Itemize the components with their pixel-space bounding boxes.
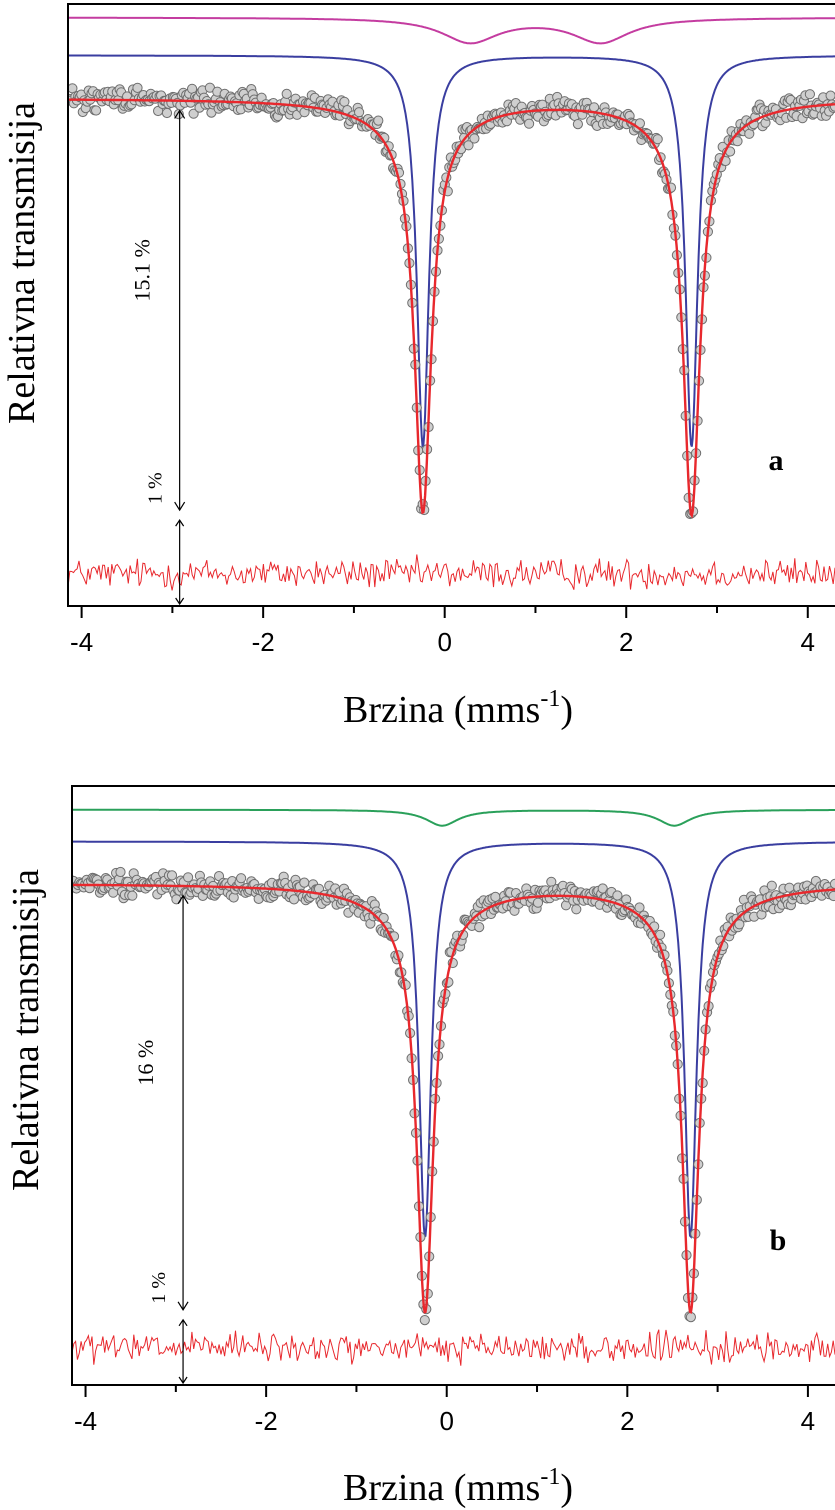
x-axis-label: Brzina (mms-1)	[343, 686, 573, 731]
plot-area	[72, 808, 835, 1366]
scale-arrow-head-bottom	[175, 597, 185, 606]
scale-arrow-head-top	[178, 1318, 188, 1327]
scale-arrow-head-top	[175, 519, 185, 527]
data-point	[299, 877, 310, 888]
depth-arrow-head-top	[177, 894, 189, 904]
panel-label: b	[770, 1224, 787, 1257]
data-point	[732, 136, 743, 147]
residual-line	[68, 554, 835, 591]
data-point	[188, 108, 199, 119]
data-point	[127, 890, 138, 901]
data-point	[825, 90, 835, 101]
data-point	[634, 902, 645, 913]
axes-frame	[67, 3, 835, 607]
data-point	[469, 133, 480, 144]
depth-label: 16 %	[133, 1040, 158, 1086]
data-point	[281, 88, 292, 100]
fit-line	[72, 883, 835, 1314]
x-tick-label: 0	[439, 1406, 453, 1436]
data-point	[532, 897, 544, 908]
depth-arrow-head-top	[174, 109, 186, 119]
x-tick-label: 4	[801, 627, 815, 657]
component-line-1	[72, 840, 835, 1239]
x-tick-label: -4	[70, 627, 93, 657]
data-point	[612, 890, 623, 901]
data-point	[171, 894, 182, 905]
x-axis-label-superscript: -1	[540, 686, 560, 712]
panel-label: a	[769, 444, 784, 477]
x-tick-label: -2	[252, 627, 275, 657]
panel-b: -4 -2 0 2 4 16 % 1 % b Relativna transmisija Brzi…	[5, 785, 835, 1509]
scale-label: 1 %	[148, 1272, 170, 1304]
data-point	[685, 1312, 697, 1323]
data-point	[524, 118, 535, 129]
panel-a: -4 -2 0 2 4 15.1 % 1 % a Relativna transmisija Br…	[1, 3, 835, 731]
data-point	[474, 922, 485, 933]
plot-area	[68, 16, 835, 591]
x-axis-label-close: )	[560, 1467, 573, 1509]
residual-line	[72, 1329, 835, 1366]
x-tick-label: 0	[437, 627, 451, 657]
depth-label: 15.1 %	[130, 239, 155, 301]
x-tick-label: 4	[801, 1406, 815, 1436]
fit-line	[68, 98, 835, 519]
x-axis-label-main: Brzina (mms	[343, 1467, 540, 1509]
data-point	[571, 904, 582, 915]
component-line-2	[72, 808, 835, 827]
data-point	[354, 107, 365, 118]
scale-arrow-head-bottom	[178, 1376, 188, 1385]
data-point	[115, 866, 126, 878]
x-axis-label-superscript: -1	[540, 1464, 560, 1490]
depth-arrow-head-bottom	[174, 501, 186, 512]
data-point	[132, 82, 143, 94]
data-point	[161, 107, 173, 119]
y-axis-label: Relativna transmisija	[5, 869, 47, 1191]
x-tick-label: 2	[619, 627, 633, 657]
data-point	[829, 878, 835, 889]
data-point	[572, 119, 584, 130]
depth-arrow-head-bottom	[177, 1301, 189, 1311]
component-line-1	[68, 54, 835, 448]
data-point	[373, 115, 384, 126]
data-points	[72, 866, 835, 1326]
data-points	[68, 82, 835, 520]
data-point	[804, 89, 816, 100]
data-point	[419, 1315, 430, 1326]
data-point	[236, 873, 247, 884]
x-axis-label-main: Brzina (mms	[343, 689, 540, 731]
data-point	[91, 105, 102, 116]
x-axis-label-close: )	[560, 689, 573, 731]
y-axis-label: Relativna transmisija	[1, 102, 43, 424]
x-axis-label: Brzina (mms-1)	[343, 1464, 573, 1509]
x-tick-label: -2	[255, 1406, 278, 1436]
data-point	[183, 872, 194, 883]
x-tick-label: -4	[74, 1406, 97, 1436]
data-point	[828, 890, 835, 902]
axes-frame	[71, 785, 835, 1386]
scale-label: 1 %	[145, 472, 167, 504]
component-line-2	[68, 16, 835, 45]
data-point	[652, 134, 663, 145]
data-point	[463, 140, 474, 151]
data-point	[766, 880, 777, 891]
data-point	[166, 870, 178, 881]
x-tick-label: 2	[620, 1406, 634, 1436]
